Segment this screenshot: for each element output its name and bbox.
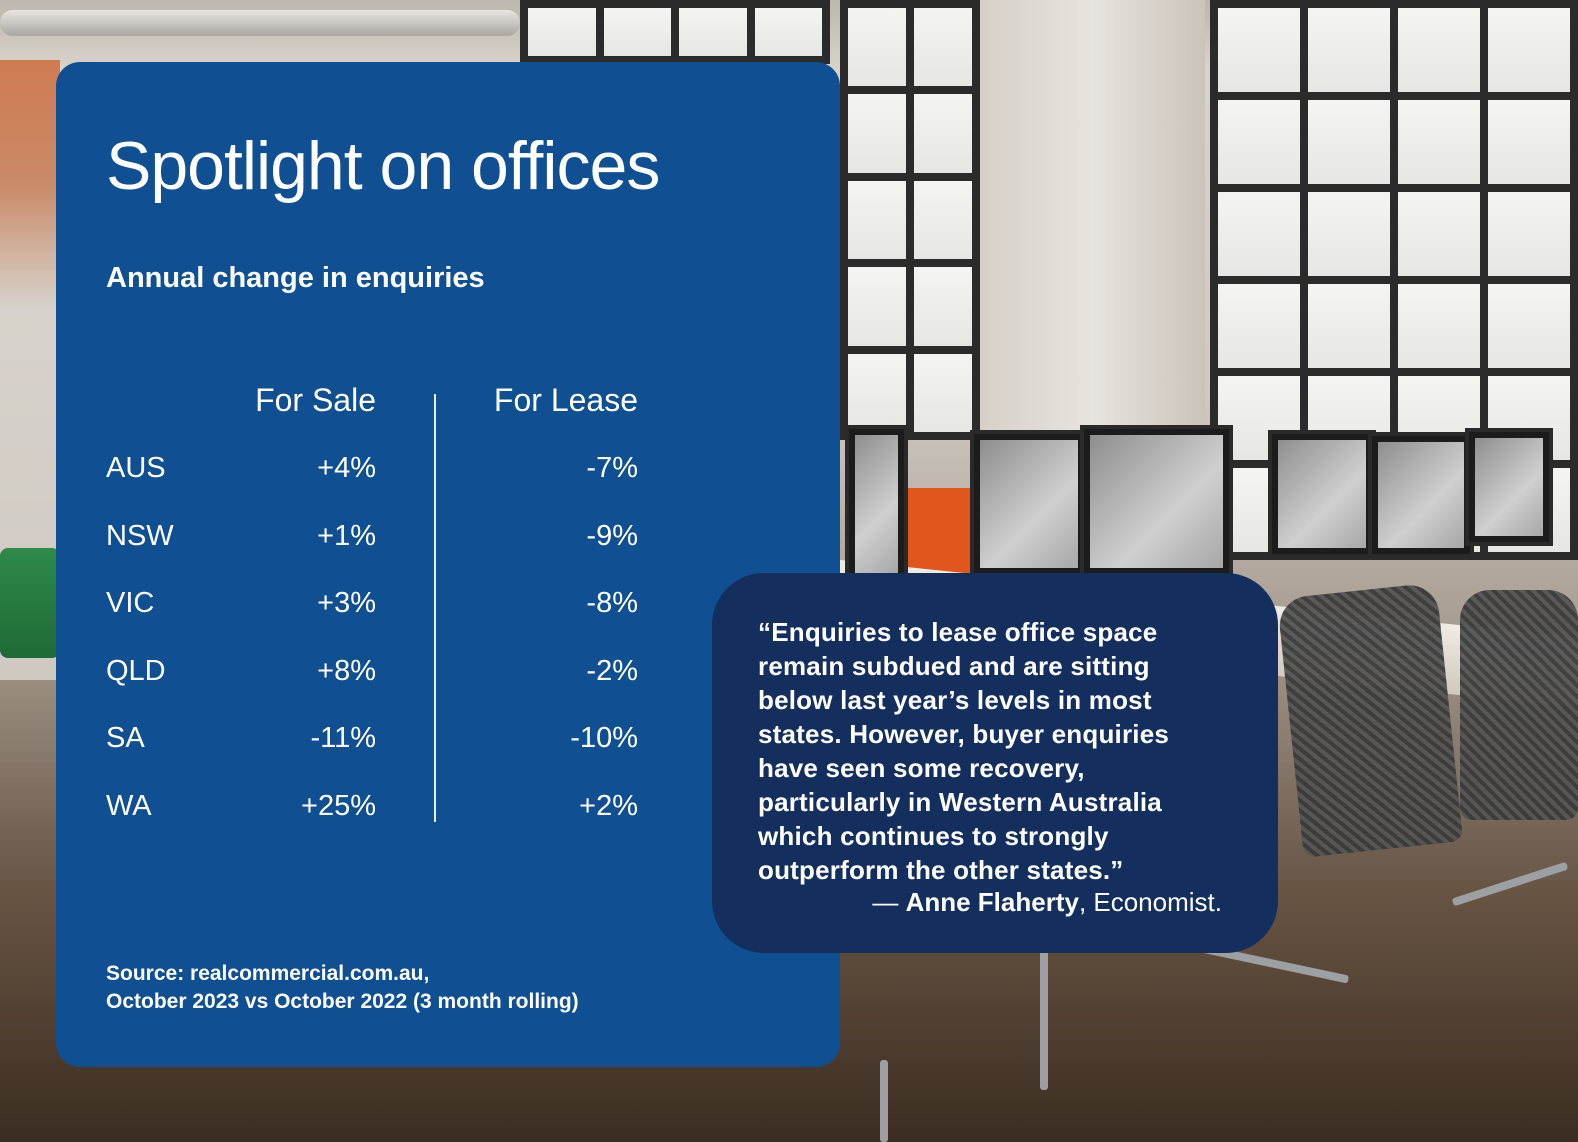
table-row: NSW +1% -9% (106, 520, 638, 588)
for-sale-value: +8% (317, 654, 376, 687)
monitor (845, 425, 908, 583)
green-sofa (0, 548, 60, 658)
table-row: VIC +3% -8% (106, 587, 638, 655)
panel-subtitle: Annual change in enquiries (106, 262, 485, 294)
monitor (1080, 425, 1233, 578)
state-label: WA (106, 789, 152, 822)
for-sale-value: +4% (317, 452, 376, 484)
state-label: SA (106, 722, 145, 754)
for-lease-value: -10% (570, 722, 638, 754)
for-lease-value: -2% (586, 654, 638, 687)
orange-partition (895, 488, 975, 578)
quote-author: Anne Flaherty (905, 887, 1079, 917)
source-line-1: Source: realcommercial.com.au, (106, 962, 430, 985)
state-label: AUS (106, 452, 166, 484)
window-middle (840, 0, 980, 440)
quote-text: “Enquiries to lease office space remain … (758, 617, 1170, 885)
offices-panel: Spotlight on offices Annual change in en… (56, 62, 840, 1067)
state-label: QLD (106, 654, 166, 687)
panel-title: Spotlight on offices (106, 128, 660, 204)
quote-attribution: — Anne Flaherty, Economist. (872, 885, 1222, 919)
monitor (970, 430, 1088, 578)
for-lease-value: -8% (586, 587, 638, 619)
chair-leg (880, 1060, 888, 1142)
chair-leg (1040, 940, 1048, 1090)
column-divider (434, 394, 436, 822)
office-chair (1460, 590, 1578, 820)
enquiries-table: AUS +4% -7% NSW +1% -9% VIC +3% -8% QLD … (106, 452, 638, 857)
ceiling-duct (0, 10, 520, 36)
table-row: QLD +8% -2% (106, 655, 638, 723)
table-row: WA +25% +2% (106, 790, 638, 858)
column-header-for-sale: For Sale (255, 382, 376, 418)
economist-quote: “Enquiries to lease office space remain … (712, 573, 1278, 953)
table-row: SA -11% -10% (106, 722, 638, 790)
for-lease-value: +2% (579, 789, 638, 822)
window-top (520, 0, 830, 64)
for-lease-value: -7% (586, 452, 638, 484)
column-header-for-lease: For Lease (493, 382, 638, 418)
attribution-dash: — (872, 887, 906, 917)
for-sale-value: +1% (317, 519, 376, 552)
for-sale-value: -11% (310, 722, 376, 754)
table-row: AUS +4% -7% (106, 452, 638, 520)
monitor (1368, 432, 1474, 558)
quote-author-role: , Economist. (1078, 887, 1222, 917)
for-sale-value: +3% (317, 587, 376, 619)
for-sale-value: +25% (301, 789, 376, 822)
state-label: VIC (106, 587, 155, 619)
source-note: Source: realcommercial.com.au, October 2… (106, 960, 579, 1016)
monitor (1268, 430, 1376, 558)
source-line-2: October 2023 vs October 2022 (3 month ro… (106, 990, 579, 1013)
office-chair (1276, 582, 1464, 858)
state-label: NSW (106, 519, 174, 552)
for-lease-value: -9% (586, 519, 638, 552)
monitor (1465, 428, 1553, 546)
